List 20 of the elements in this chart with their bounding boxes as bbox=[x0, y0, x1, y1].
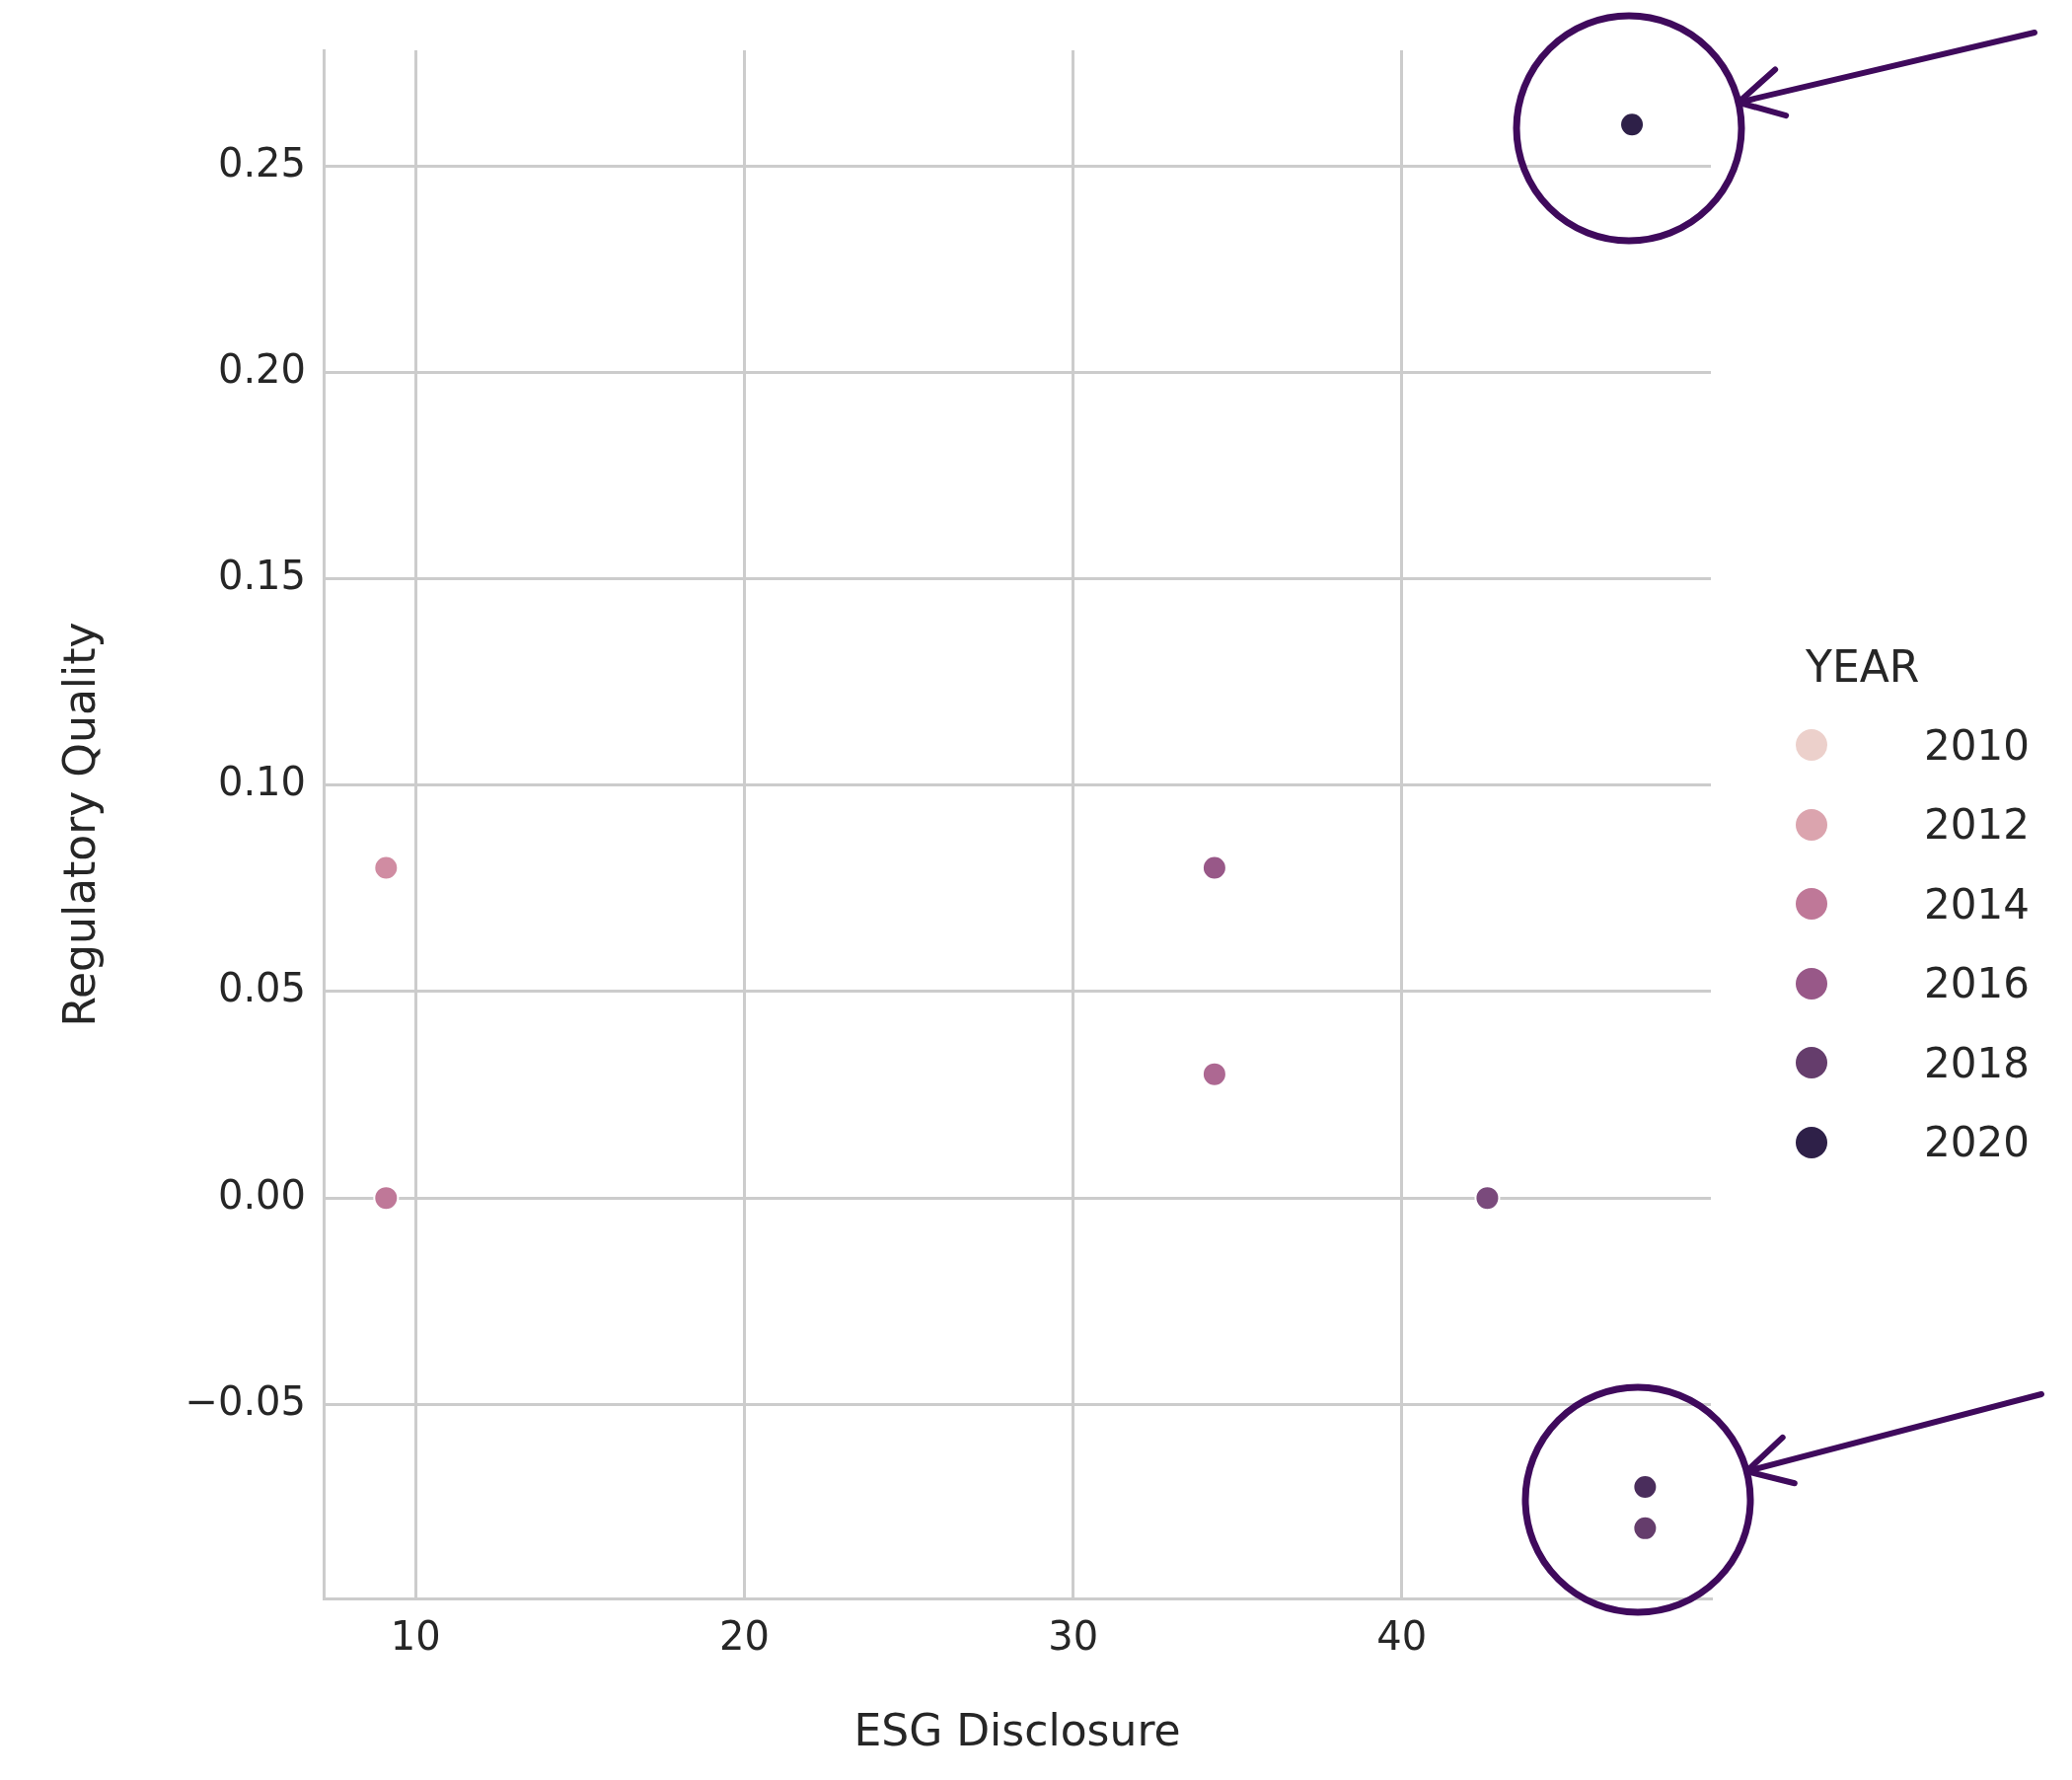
y-tick-label: 0.15 bbox=[217, 552, 306, 598]
x-tick-label: 10 bbox=[390, 1613, 441, 1660]
legend-label: 2012 bbox=[1924, 800, 2030, 850]
legend-title: YEAR bbox=[1806, 641, 1921, 692]
y-tick-label: 0.00 bbox=[217, 1171, 306, 1218]
y-tick-label: 0.05 bbox=[217, 965, 306, 1011]
legend-label: 2014 bbox=[1924, 879, 2030, 928]
legend-label: 2016 bbox=[1924, 959, 2030, 1008]
legend-label: 2020 bbox=[1924, 1118, 2030, 1167]
x-tick-label: 20 bbox=[719, 1613, 770, 1660]
y-tick-label: 0.25 bbox=[217, 139, 306, 185]
y-tick-label: −0.05 bbox=[185, 1377, 306, 1424]
legend-label: 2010 bbox=[1924, 720, 2030, 770]
x-axis-title: ESG Disclosure bbox=[853, 1705, 1181, 1756]
y-tick-label: 0.10 bbox=[217, 759, 306, 805]
y-tick-label: 0.20 bbox=[217, 345, 306, 392]
y-axis-title: Regulatory Quality bbox=[53, 622, 105, 1027]
x-tick-label: 30 bbox=[1048, 1613, 1099, 1660]
x-tick-label: 40 bbox=[1376, 1613, 1428, 1660]
legend-label: 2018 bbox=[1924, 1038, 2030, 1087]
